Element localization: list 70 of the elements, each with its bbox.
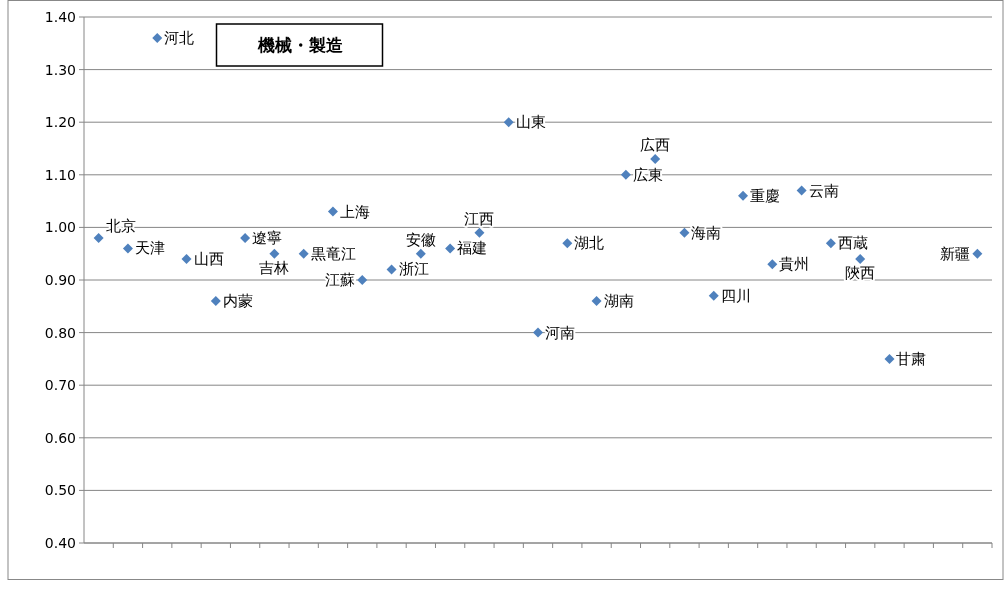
series-label: 内蒙 <box>222 292 253 311</box>
series-label: 貴州 <box>779 255 810 274</box>
point <box>738 190 749 201</box>
y-tick-label: 1.40 <box>44 9 76 25</box>
y-tick-label: 1.20 <box>44 114 76 131</box>
point <box>767 259 778 270</box>
point <box>474 227 485 238</box>
y-tick-label: 0.40 <box>44 535 76 551</box>
point <box>972 248 983 259</box>
point <box>327 206 338 217</box>
series-label: 福建 <box>457 239 488 258</box>
series-label: 浙江 <box>398 260 429 279</box>
point <box>884 353 895 364</box>
point <box>796 185 807 196</box>
series-label: 天津 <box>134 239 165 258</box>
point <box>855 253 866 264</box>
series-label: 安徽 <box>405 230 436 249</box>
series-label: 遼寧 <box>252 228 283 247</box>
y-tick-label: 1.10 <box>44 166 76 183</box>
series-label: 甘粛 <box>896 349 927 368</box>
series-label: 山西 <box>193 249 224 268</box>
series-label: 黒竜江 <box>310 244 356 263</box>
point <box>386 264 397 275</box>
series-label: 江西 <box>464 209 495 228</box>
series-label: 重慶 <box>750 186 781 205</box>
point <box>240 232 251 243</box>
series-label: 云南 <box>808 181 839 200</box>
series-label: 河北 <box>164 29 195 48</box>
series-label: 河南 <box>545 323 575 342</box>
text: 機械・製造 <box>256 35 343 55</box>
point <box>298 248 309 259</box>
point <box>679 227 690 238</box>
point <box>503 117 514 128</box>
series-label: 新疆 <box>940 244 971 263</box>
point <box>122 243 133 254</box>
point <box>357 275 368 285</box>
series-label: 上海 <box>339 202 370 221</box>
point <box>708 290 719 301</box>
point <box>533 327 543 338</box>
series-label: 北京 <box>105 216 136 235</box>
series-label: 吉林 <box>259 258 290 277</box>
point <box>152 33 163 44</box>
y-tick-label: 1.30 <box>44 61 76 78</box>
series-label: 西蔵 <box>837 234 868 253</box>
y-tick-label: 1.00 <box>44 219 76 236</box>
point <box>445 243 456 254</box>
point <box>415 248 426 259</box>
series-label: 陝西 <box>845 263 876 282</box>
point <box>181 253 192 264</box>
y-tick-label: 0.50 <box>44 482 76 499</box>
series-label: 湖南 <box>603 292 634 311</box>
series-label: 江蘇 <box>325 271 356 289</box>
series-label: 海南 <box>691 223 722 242</box>
point <box>650 154 661 165</box>
y-tick-label: 0.60 <box>44 429 76 446</box>
series-label: 広西 <box>640 136 671 155</box>
point <box>93 232 104 243</box>
point <box>210 296 221 307</box>
point <box>591 296 602 307</box>
point <box>620 169 631 180</box>
series-label: 山東 <box>515 113 546 132</box>
point <box>269 248 280 259</box>
series-label: 四川 <box>720 286 751 305</box>
series-label: 広東 <box>632 165 663 184</box>
point <box>825 238 836 249</box>
series-label: 湖北 <box>574 234 605 253</box>
y-tick-label: 0.80 <box>44 324 76 341</box>
y-tick-label: 0.90 <box>44 272 76 288</box>
y-tick-label: 0.70 <box>44 377 76 394</box>
point <box>562 238 573 249</box>
